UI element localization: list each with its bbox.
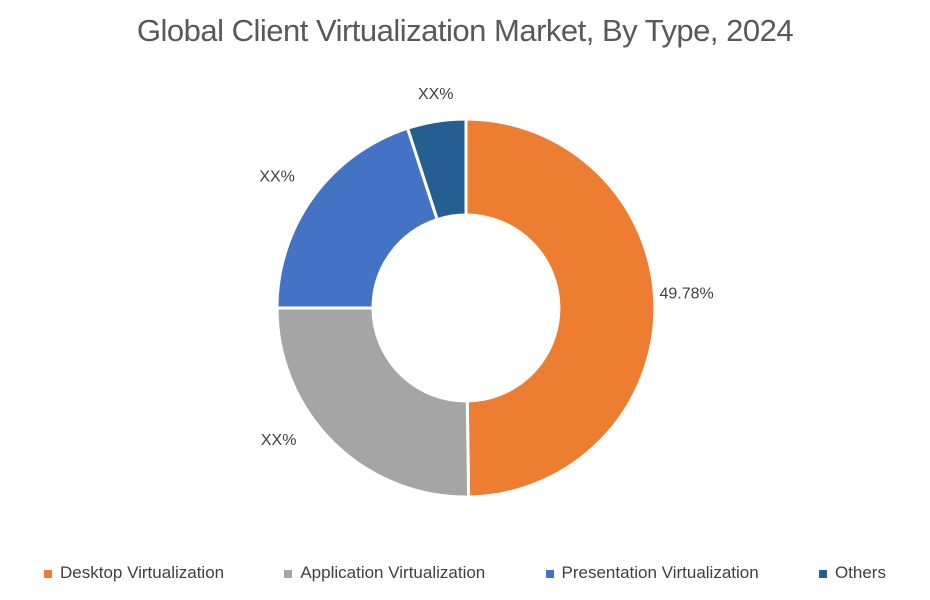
slice-label-application-virtualization: XX% — [261, 432, 297, 449]
legend-label: Others — [834, 563, 886, 582]
legend: Desktop Virtualization Application Virtua… — [0, 563, 930, 583]
slice-presentation-virtualization — [275, 126, 439, 310]
legend-item-application-virtualization: Application Virtualization — [284, 563, 485, 583]
slice-label-presentation-virtualization: XX% — [259, 169, 295, 186]
slice-label-others: XX% — [418, 86, 454, 103]
legend-swatch-presentation-virtualization — [545, 569, 554, 578]
legend-label: Presentation Virtualization — [561, 563, 759, 582]
legend-item-desktop-virtualization: Desktop Virtualization — [44, 563, 224, 583]
legend-label: Application Virtualization — [300, 563, 486, 582]
slice-label-desktop-virtualization: 49.78% — [659, 286, 713, 303]
slice-application-virtualization — [275, 306, 471, 499]
legend-item-others: Others — [818, 563, 886, 583]
legend-swatch-desktop-virtualization — [44, 569, 52, 578]
legend-swatch-application-virtualization — [284, 569, 293, 578]
legend-item-presentation-virtualization: Presentation Virtualization — [545, 563, 759, 583]
slice-others — [406, 117, 468, 222]
legend-swatch-others — [818, 569, 827, 578]
legend-label: Desktop Virtualization — [60, 563, 225, 582]
slice-desktop-virtualization — [464, 117, 657, 499]
chart-title: Global Client Virtualization Market, By … — [136, 13, 794, 48]
